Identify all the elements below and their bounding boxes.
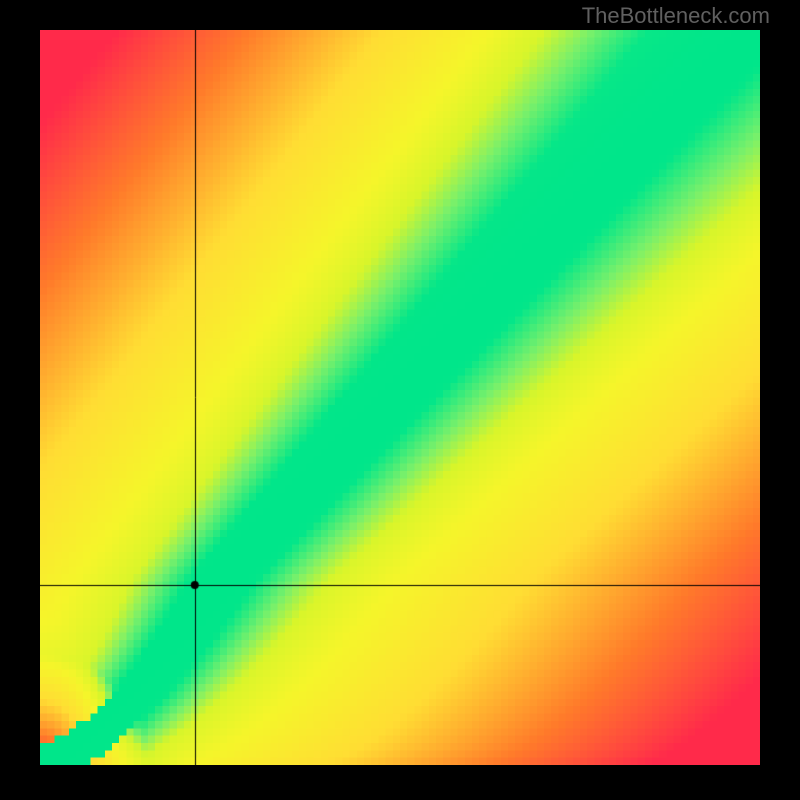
watermark-text: TheBottleneck.com <box>582 3 770 29</box>
crosshair-overlay <box>40 30 760 765</box>
chart-container: TheBottleneck.com <box>0 0 800 800</box>
